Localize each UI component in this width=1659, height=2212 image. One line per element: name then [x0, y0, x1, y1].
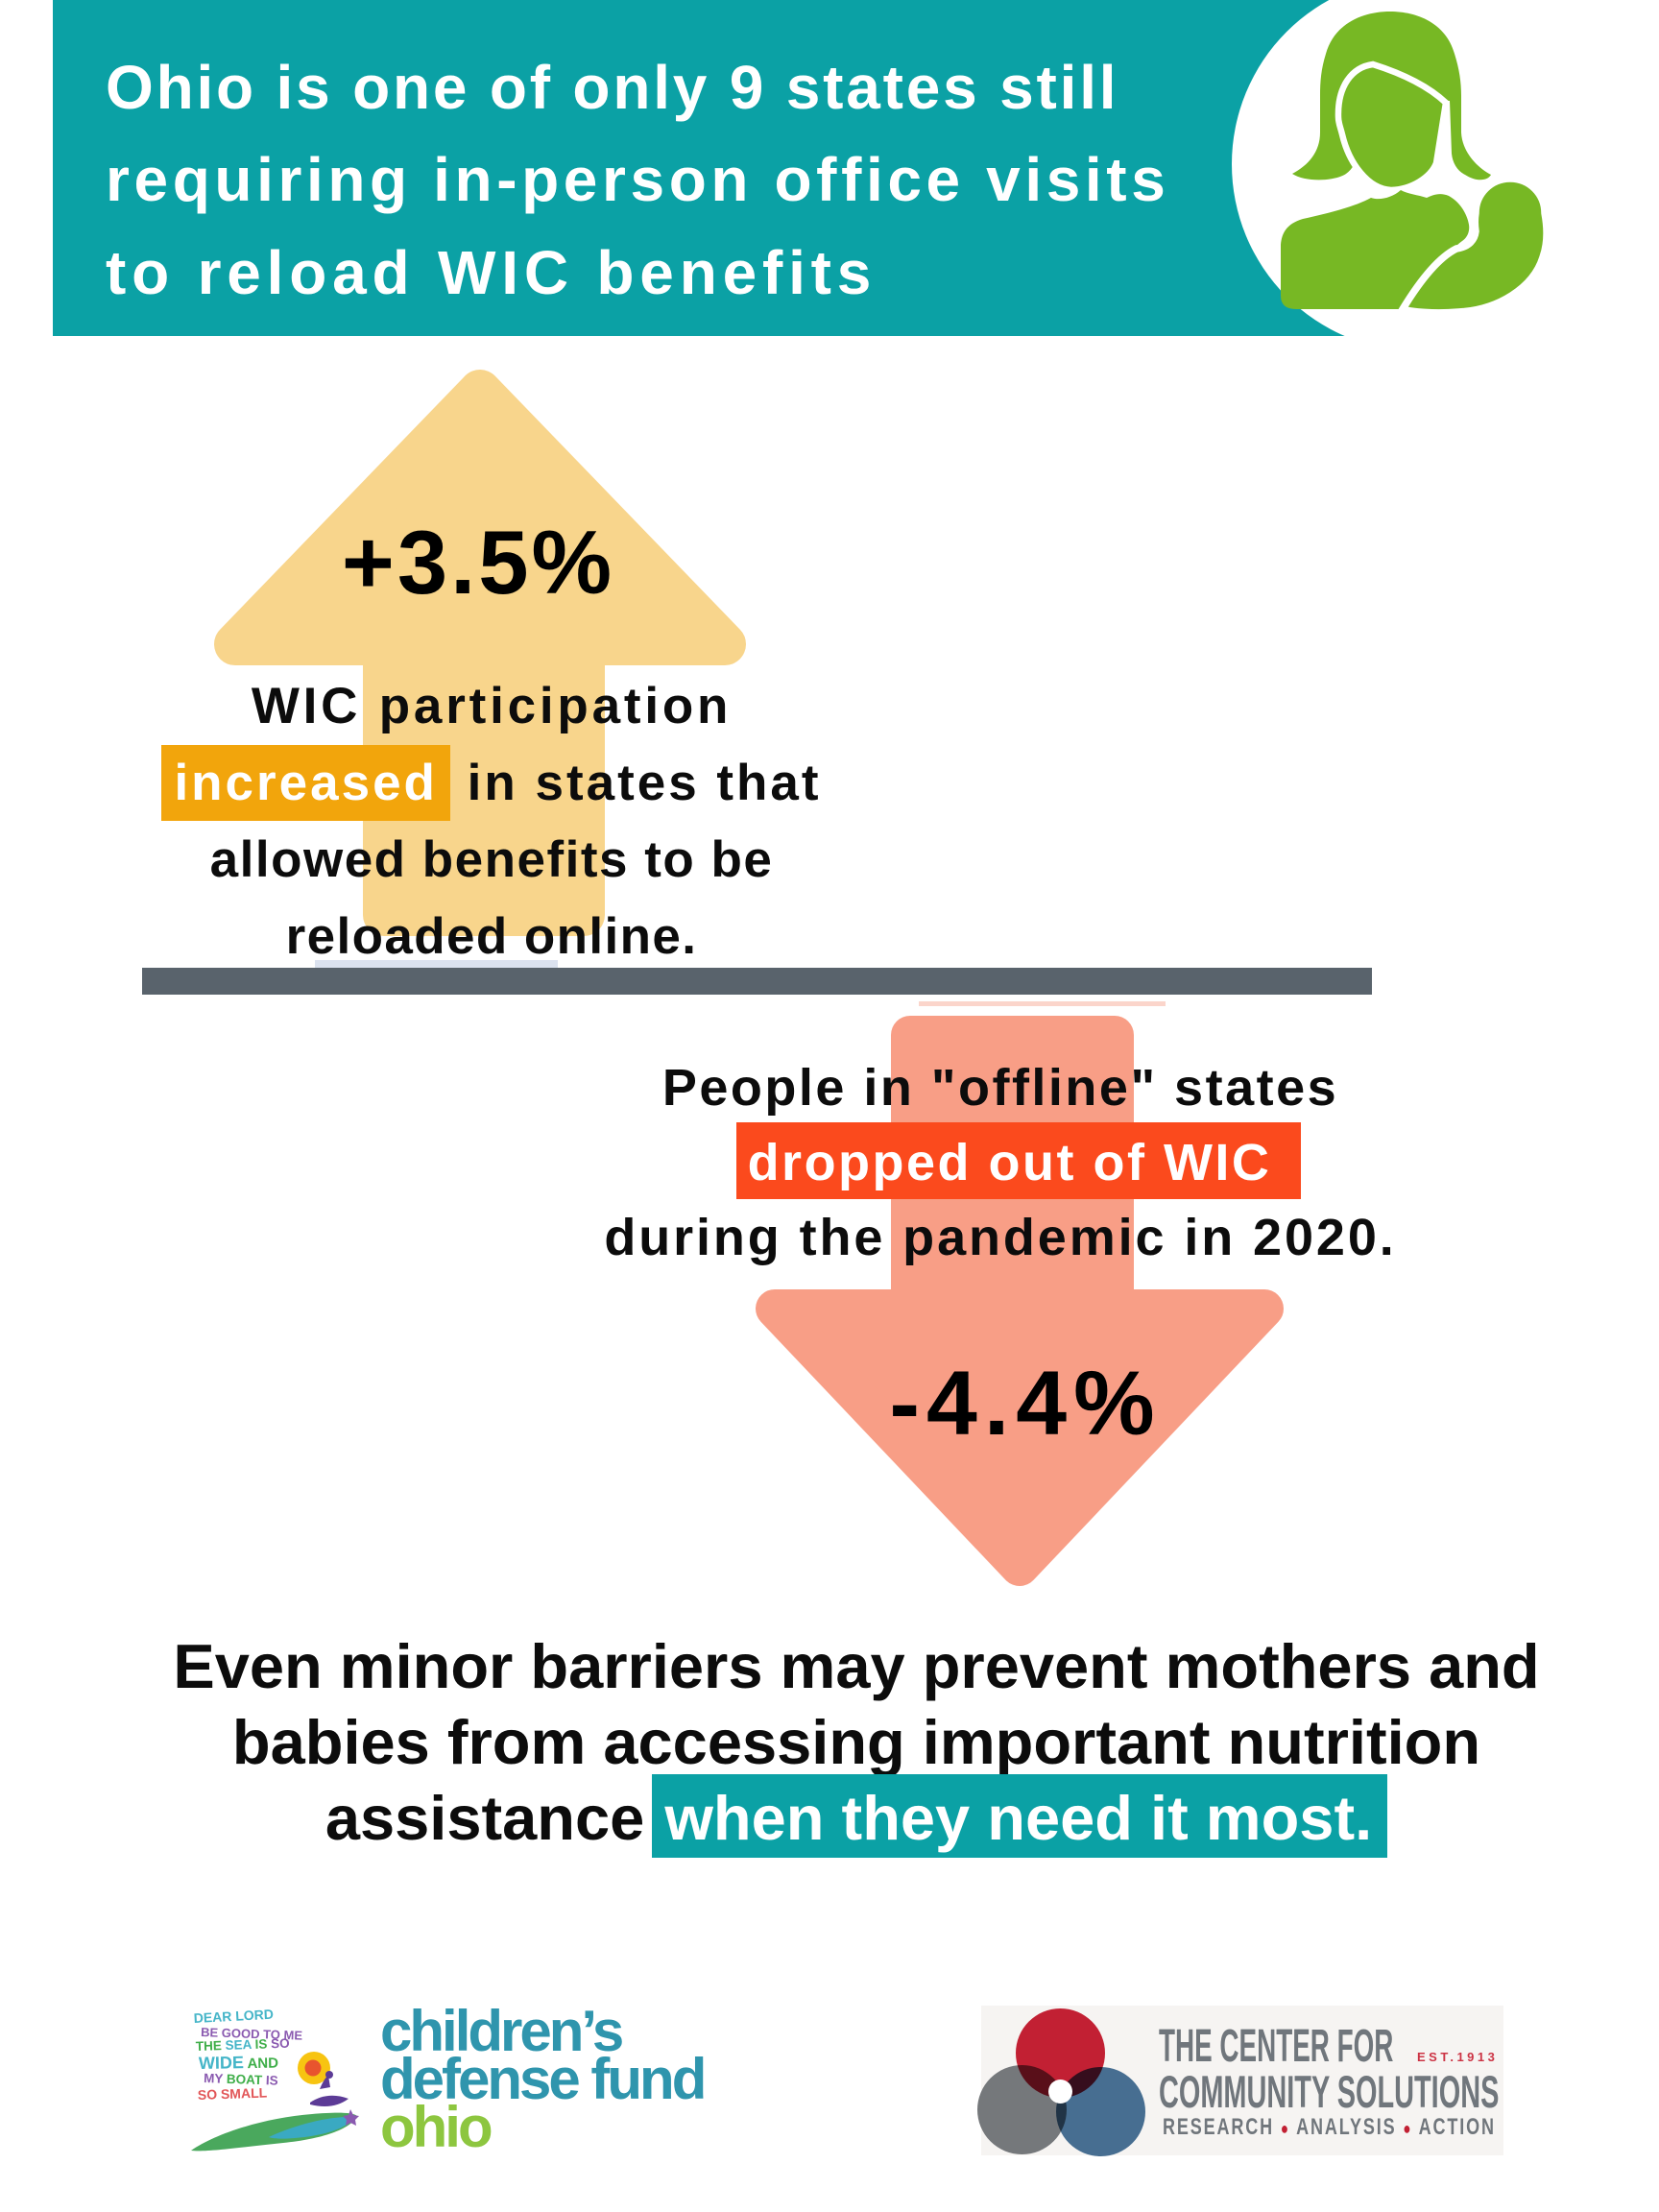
svg-text:WIDE AND: WIDE AND	[199, 2053, 279, 2073]
svg-text:BE GOOD TO ME: BE GOOD TO ME	[201, 2025, 303, 2043]
svg-text:SO SMALL: SO SMALL	[198, 2084, 268, 2103]
svg-text:MY BOAT IS: MY BOAT IS	[204, 2071, 278, 2088]
svg-text:THE SEA IS SO: THE SEA IS SO	[196, 2036, 290, 2054]
svg-text:DEAR LORD: DEAR LORD	[193, 2007, 274, 2026]
